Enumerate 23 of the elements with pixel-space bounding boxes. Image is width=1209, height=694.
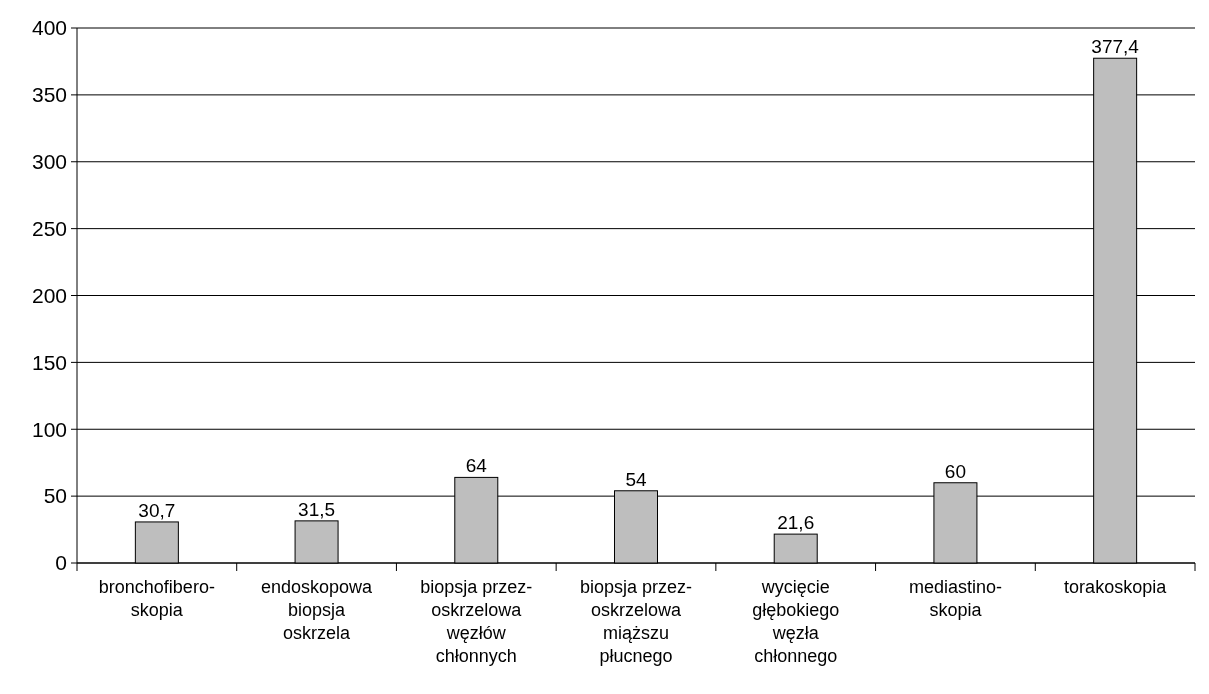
- y-tick-label: 150: [31, 350, 67, 374]
- x-tick-label: biopsja przez- oskrzelowa miąższu płucnego: [579, 577, 693, 666]
- y-tick-label: 300: [31, 150, 67, 174]
- x-tick-label: biopsja przez- oskrzelowa węzłów chłonnych: [420, 577, 533, 666]
- y-tick-label: 50: [43, 484, 67, 508]
- y-tick-label: 200: [31, 283, 67, 307]
- x-tick-label: torakoskopia: [1064, 577, 1168, 597]
- x-tick-label: mediastino- skopia: [908, 577, 1002, 620]
- data-label: 21,6: [777, 512, 815, 534]
- x-tick-label: bronchofibero- skopia: [98, 577, 215, 620]
- y-tick-label: 0: [55, 551, 67, 575]
- x-tick-label: wycięcie głębokiego węzła chłonnego: [752, 577, 840, 666]
- data-label: 30,7: [138, 499, 176, 521]
- y-tick-label: 250: [31, 216, 67, 240]
- x-tick-label: endoskopowa biopsja oskrzela: [261, 577, 374, 643]
- data-label: 54: [625, 468, 647, 490]
- y-tick-label: 400: [31, 16, 67, 40]
- data-label: 60: [944, 460, 966, 482]
- data-label: 377,4: [1091, 36, 1140, 58]
- data-label: 64: [465, 455, 488, 477]
- y-tick-label: 100: [31, 417, 67, 441]
- data-label: 31,5: [298, 498, 336, 520]
- y-tick-label: 350: [31, 83, 67, 107]
